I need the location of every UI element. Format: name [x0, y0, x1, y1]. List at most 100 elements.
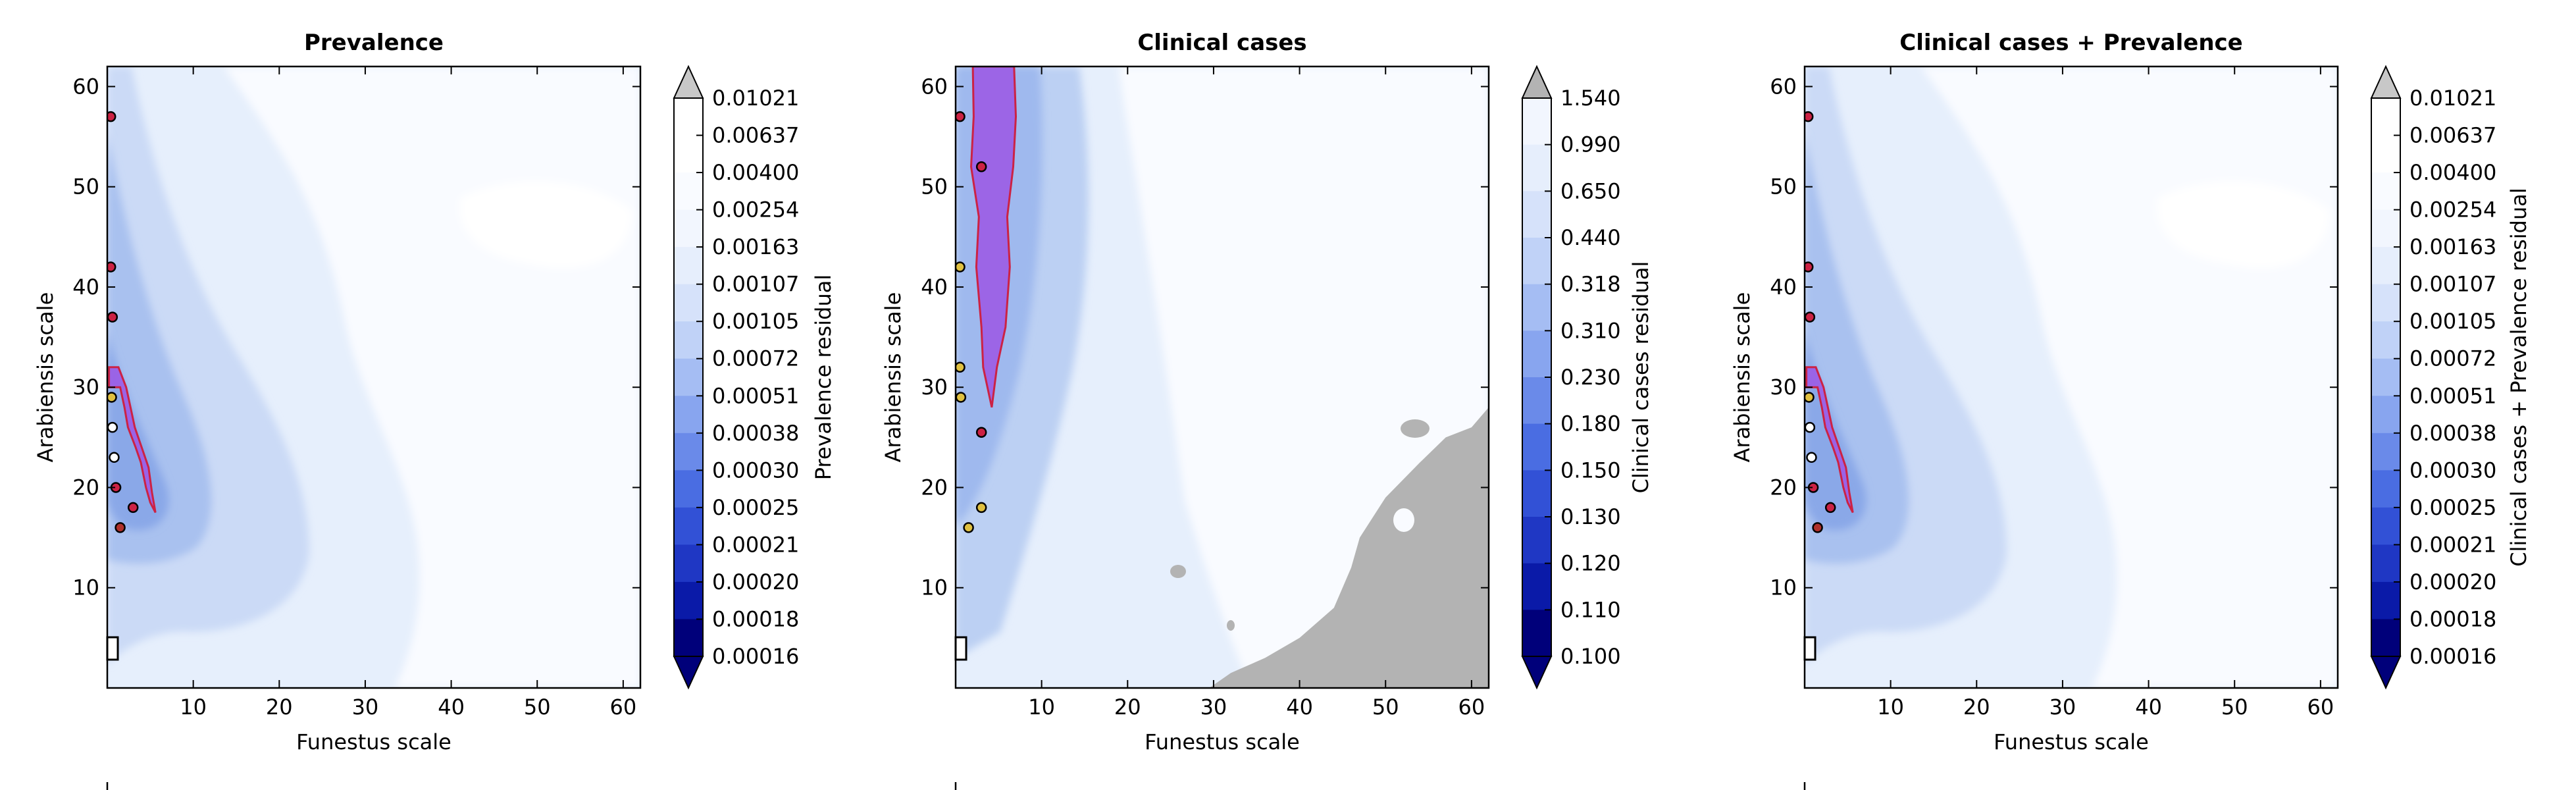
x-tick-label: 10: [180, 695, 207, 720]
colorbar-segment: [674, 321, 703, 359]
colorbar-tick-label: 0.00018: [712, 606, 799, 631]
x-tick-label: 40: [2135, 695, 2162, 720]
colorbar-segment: [1522, 517, 1551, 564]
y-tick-label: 30: [72, 375, 99, 400]
x-tick-label: 30: [1200, 695, 1227, 720]
highlight-region: [108, 366, 157, 514]
colorbar-segment: [2371, 396, 2400, 434]
colorbar-tick-label: 0.01021: [712, 86, 799, 111]
y-tick-label: 50: [72, 174, 99, 199]
data-point: [963, 522, 974, 533]
colorbar-tick-label: 0.00400: [712, 160, 799, 185]
colorbar-tick-label: 0.00051: [712, 383, 799, 408]
y-tick-label: 10: [72, 575, 99, 600]
y-tick-label: 40: [921, 275, 948, 300]
colorbar-segment: [2371, 470, 2400, 508]
data-point: [1806, 452, 1817, 463]
colorbar-tick-label: 0.00038: [2409, 421, 2496, 446]
x-tick-label: 40: [438, 695, 465, 720]
colorbar-segment: [1522, 377, 1551, 425]
colorbar-segment: [2371, 172, 2400, 211]
colorbar-tick-label: 0.00107: [2409, 272, 2496, 297]
colorbar-segment: [2371, 247, 2400, 285]
colorbar-tick-label: 0.01021: [2409, 86, 2496, 111]
colorbar-segment: [2371, 507, 2400, 545]
x-axis: 10 20 30 40 50 60: [180, 66, 636, 720]
x-tick-label: 30: [352, 695, 379, 720]
y-tick-label: 30: [1770, 375, 1797, 400]
colorbar-tick-label: 0.00400: [2409, 160, 2496, 185]
panel-prevalence: Prevalence 10 20 30 40 50 60 10 20 30 40 50 60 Fun…: [33, 30, 836, 790]
y-axis-label: Arabiensis scale: [33, 292, 58, 463]
colorbar-segment: [1522, 610, 1551, 657]
x-tick-label: 20: [1963, 695, 1990, 720]
colorbar-tick-label: 0.00105: [712, 309, 799, 334]
colorbar-tick-label: 0.00254: [2409, 198, 2496, 223]
y-tick-label: 60: [72, 74, 99, 99]
colorbar-segment: [674, 619, 703, 657]
colorbar-tick-label: 0.180: [1560, 411, 1621, 436]
data-point: [956, 392, 967, 403]
y-tick-label: 60: [1770, 74, 1797, 99]
colorbar-tick-label: 0.00107: [712, 272, 799, 297]
y-axis: 10 20 30 40 50 60: [1770, 74, 2338, 600]
data-point: [956, 111, 966, 122]
colorbar-tick-label: 0.00051: [2409, 383, 2496, 408]
highlight-region: [1805, 366, 1854, 514]
colorbar-label: Clinical cases residual: [1628, 261, 1653, 494]
colorbar-frame: [2371, 97, 2401, 657]
x-tick-label: 60: [610, 695, 637, 720]
colorbar-segment: [2371, 581, 2400, 619]
colorbar-segment: [1522, 144, 1551, 192]
colorbar-tick-label: 0.100: [1560, 644, 1621, 669]
data-point: [107, 111, 116, 122]
data-point: [1805, 311, 1816, 323]
colorbar-segment: [2371, 284, 2400, 322]
y-tick-label: 30: [921, 375, 948, 400]
colorbar-tick-label: 0.00030: [2409, 458, 2496, 483]
marked-points: [956, 111, 987, 533]
contour-white-patch: [2157, 181, 2329, 269]
colorbar: 0.01021 0.00637 0.00400 0.00254 0.00163 0.001…: [2370, 65, 2496, 690]
colorbar-tick-label: 0.120: [1560, 551, 1621, 576]
colorbar-tick-label: 0.130: [1560, 504, 1621, 529]
data-point: [1812, 522, 1823, 533]
colorbar-tick-label: 0.00637: [712, 123, 799, 148]
colorbar-segment: [674, 172, 703, 211]
colorbar-extend-max: [673, 65, 704, 99]
x-axis-label: Funestus scale: [296, 729, 451, 754]
colorbar-segment: [2371, 544, 2400, 583]
y-tick-label: 50: [1770, 174, 1797, 199]
data-point: [107, 392, 117, 403]
colorbar-tick-label: 0.00637: [2409, 123, 2496, 148]
colorbar-label: Clinical cases + Prevalence residual: [2506, 188, 2531, 566]
panel-title: Prevalence: [304, 30, 444, 56]
y-tick-label: 60: [921, 74, 948, 99]
contour-field: [1805, 66, 2338, 688]
contour-field: [956, 66, 1489, 688]
y-tick-label: 10: [921, 575, 948, 600]
x-axis-label: Funestus scale: [1994, 729, 2149, 754]
grey-patch: [1401, 419, 1430, 438]
colorbar-tick-label: 0.00163: [712, 234, 799, 259]
grey-region: [1209, 407, 1489, 688]
colorbar-tick-label: 0.00021: [2409, 532, 2496, 557]
colorbar-tick-label: 0.00072: [2409, 346, 2496, 371]
y-axis-label: Arabiensis scale: [1730, 292, 1755, 463]
colorbar-tick-label: 0.00030: [712, 458, 799, 483]
x-tick-label: 20: [266, 695, 293, 720]
colorbar: 0.01021 0.00637 0.00400 0.00254 0.00163 0.001…: [673, 65, 799, 690]
colorbar-segment: [674, 433, 703, 471]
legend-box: [1803, 636, 1816, 661]
x-tick-label: 10: [1028, 695, 1055, 720]
y-tick-label: 40: [1770, 275, 1797, 300]
colorbar-segment: [2371, 135, 2400, 173]
colorbar-tick-label: 0.990: [1560, 132, 1621, 157]
data-point: [109, 452, 120, 463]
data-point: [1805, 392, 1815, 403]
y-axis: 10 20 30 40 50 60: [72, 74, 640, 600]
contour-white-patch: [459, 181, 632, 269]
data-point: [107, 421, 118, 433]
colorbar-segment: [674, 544, 703, 583]
